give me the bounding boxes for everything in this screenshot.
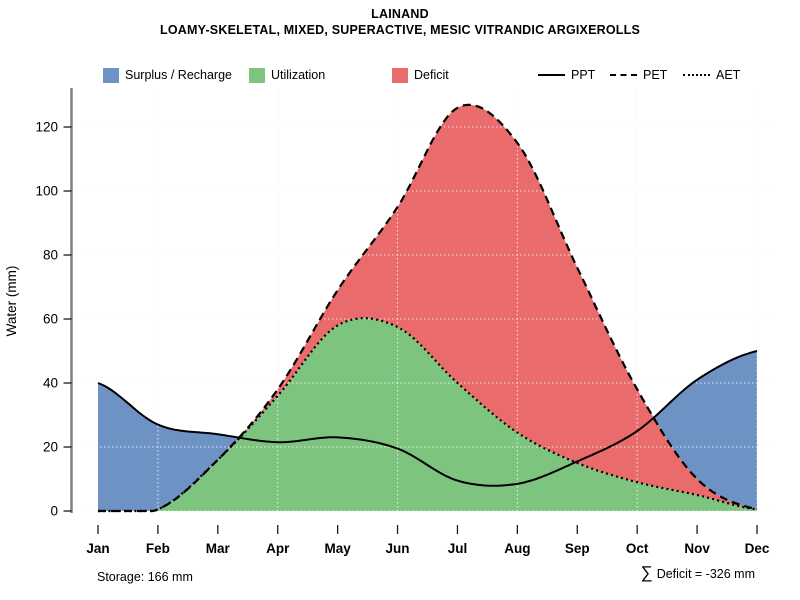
storage-annotation: Storage: 166 mm [97, 570, 193, 584]
x-tick-label: Mar [206, 541, 231, 556]
pet-line-sample-icon [610, 74, 637, 76]
x-tick-label: Feb [146, 541, 170, 556]
utilization-area [98, 318, 757, 511]
y-axis-title: Water (mm) [4, 266, 19, 337]
y-tick-label: 20 [43, 440, 58, 455]
x-tick-label: Nov [684, 541, 710, 556]
legend-label-aet: AET [716, 68, 741, 82]
ppt-line [97, 350, 758, 487]
legend-label-deficit: Deficit [414, 68, 449, 82]
legend-item-aet: AET [683, 66, 740, 84]
deficit-sum-annotation: ∑ Deficit = -326 mm [641, 563, 755, 583]
ppt-line-sample-icon [538, 74, 565, 76]
x-tick-label: Jul [448, 541, 468, 556]
deficit-area [98, 104, 757, 512]
x-tick-label: Apr [266, 541, 290, 556]
aet-line [98, 317, 758, 513]
deficit-swatch [392, 67, 408, 83]
y-tick-label: 100 [35, 184, 58, 199]
legend-item-surplus: Surplus / Recharge [103, 66, 232, 84]
x-tick-label: Sep [565, 541, 590, 556]
legend-item-utilization: Utilization [249, 66, 325, 84]
surplus-area [98, 104, 757, 512]
aet-line-sample-icon [683, 74, 710, 76]
x-tick-label: Dec [745, 541, 770, 556]
deficit-sum-text: Deficit = -326 mm [656, 567, 755, 581]
surplus-swatch [103, 67, 119, 83]
x-tick-label: May [325, 541, 352, 556]
legend-label-pet: PET [643, 68, 668, 82]
sigma-symbol: ∑ [640, 563, 653, 582]
y-tick-label: 80 [43, 248, 58, 263]
y-tick-label: 60 [43, 312, 58, 327]
utilization-swatch [249, 67, 265, 83]
legend-item-ppt: PPT [538, 66, 595, 84]
legend-label-ppt: PPT [571, 68, 596, 82]
x-tick-label: Oct [626, 541, 649, 556]
legend-label-surplus: Surplus / Recharge [125, 68, 233, 82]
x-tick-label: Jun [386, 541, 410, 556]
legend-item-pet: PET [610, 66, 667, 84]
y-tick-label: 120 [35, 120, 58, 135]
pet-line [98, 103, 758, 513]
x-tick-label: Aug [504, 541, 530, 556]
chart-subtitle: LOAMY-SKELETAL, MIXED, SUPERACTIVE, MESI… [160, 23, 640, 37]
legend-label-utilization: Utilization [271, 68, 326, 82]
y-tick-label: 0 [50, 504, 58, 519]
y-tick-label: 40 [43, 376, 58, 391]
chart-title: LAINAND [371, 7, 429, 21]
legend-item-deficit: Deficit [392, 66, 449, 84]
x-tick-label: Jan [86, 541, 109, 556]
